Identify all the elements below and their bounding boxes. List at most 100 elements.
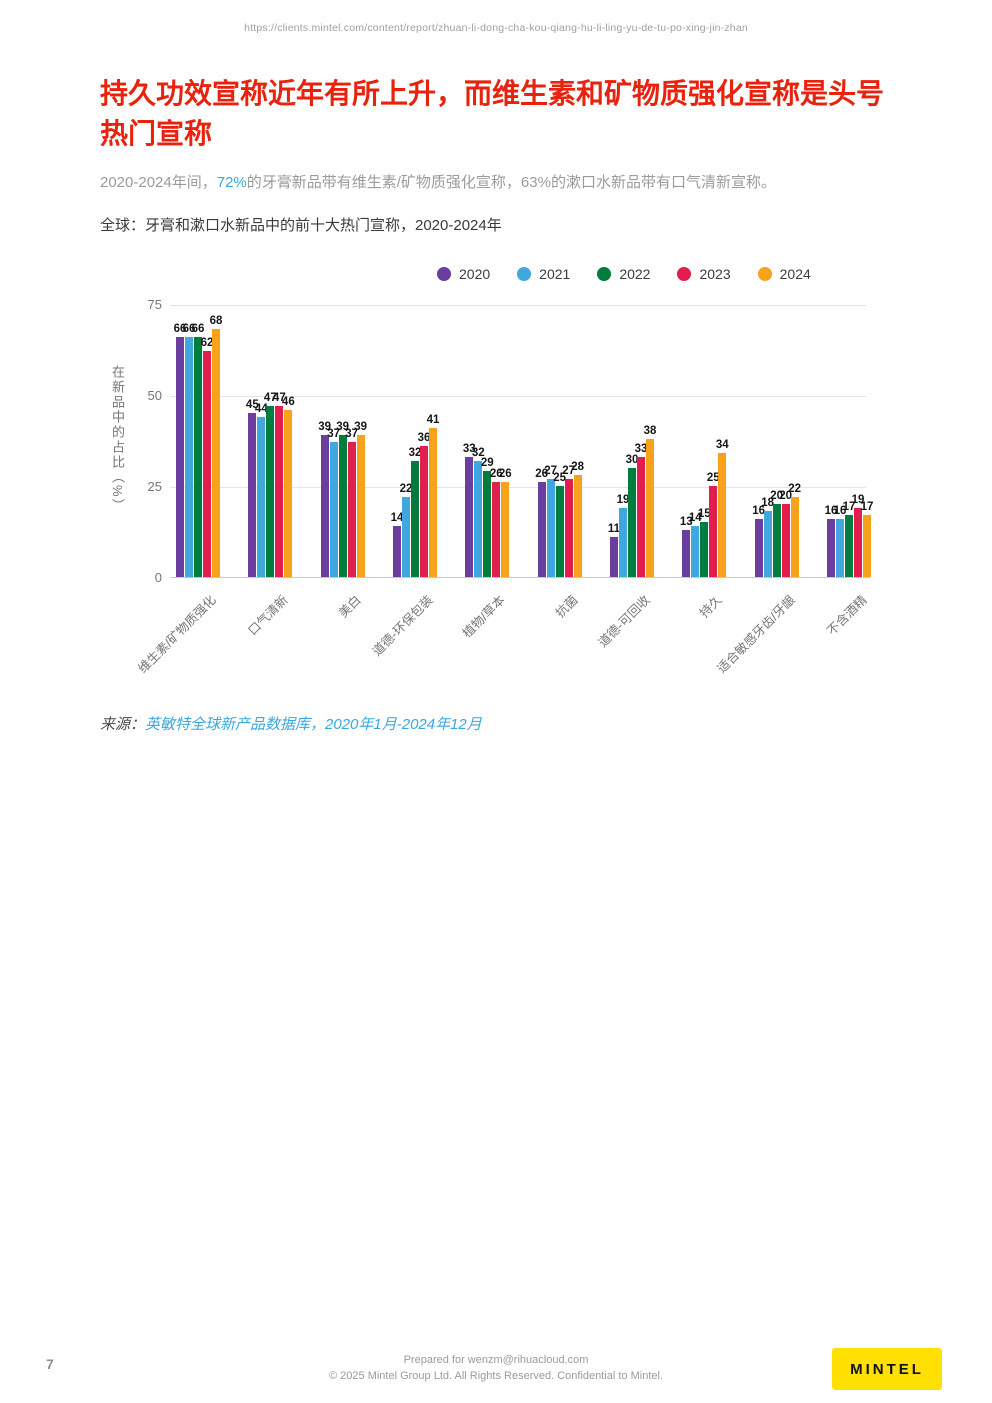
bar-2024-cat6 [645,438,654,577]
legend-item-2022[interactable]: 2022 [597,266,650,282]
bar-value-2024-cat2: 39 [354,421,368,434]
document-url: https://clients.mintel.com/content/repor… [244,22,748,34]
bar-2020-cat4 [465,456,474,577]
bar-value-2022-cat8: 20 [770,490,784,503]
bar-2021-cat3 [401,496,410,577]
bar-value-2023-cat3: 36 [417,431,431,444]
bar-value-2022-cat9: 17 [842,501,856,514]
bar-value-2020-cat6: 11 [607,522,621,535]
bar-2023-cat0 [203,351,211,577]
bar-2020-cat2 [320,435,329,577]
bar-value-2022-cat2: 39 [336,421,350,434]
y-tick-0: 0 [154,570,162,585]
plot-area: 0 25 50 75 在新品中的占比（%） 66 66 66 62 68 维生素/矿物质强化 45 44… [110,297,873,676]
bar-2023-cat6 [636,456,645,577]
bar-value-2020-cat9: 16 [824,504,838,517]
y-tick-75: 75 [147,297,162,312]
y-tick-25: 25 [147,479,162,494]
bar-2022-cat6 [627,467,636,577]
bar-2023-cat4 [492,482,501,577]
subtitle-highlight: 72% [216,174,247,191]
legend-swatch-2022 [597,267,612,281]
legend-item-2020[interactable]: 2020 [437,266,490,282]
bar-2022-cat4 [483,471,492,577]
bar-value-2020-cat8: 16 [752,504,766,517]
bar-value-2020-cat0: 66 [173,322,187,335]
gridline-25 [170,487,866,488]
bar-2021-cat0 [185,336,193,577]
legend-label-2023: 2023 [699,266,731,282]
bar-value-2021-cat8: 18 [761,497,775,510]
chart-title: 全球：牙膏和漱口水新品中的前十大热门宣称，2020-2024年 [100,217,502,234]
bar-2022-cat9 [844,515,853,577]
footer-prepared-for: Prepared for wenzm@rihuacloud.com [403,1354,589,1366]
bar-value-2023-cat4: 26 [489,468,503,481]
bar-value-2020-cat4: 33 [462,442,476,455]
bar-2021-cat2 [329,442,338,577]
bar-value-2024-cat7: 34 [715,439,729,452]
category-label-2: 美白 [335,592,364,621]
bar-2023-cat9 [853,507,862,577]
bar-2022-cat2 [338,435,347,577]
footer-copyright: © 2025 Mintel Group Ltd. All Rights Rese… [329,1370,663,1382]
bar-2023-cat8 [781,504,790,577]
bar-2020-cat9 [826,518,835,577]
bar-value-2021-cat3: 22 [399,482,413,495]
source-link[interactable]: 英敏特全球新产品数据库，2020年1月-2024年12月 [145,716,482,733]
category-label-4: 植物/草本 [460,592,509,641]
bar-2021-cat8 [763,511,772,577]
bar-2023-cat2 [347,442,356,577]
bar-value-2023-cat8: 20 [779,490,793,503]
category-label-9: 不含酒精 [824,592,870,639]
bar-value-2020-cat2: 39 [318,421,332,434]
bar-2022-cat1 [266,405,275,577]
legend-swatch-2024 [757,267,772,281]
bar-value-2021-cat6: 19 [616,493,630,506]
bar-value-2022-cat0: 66 [191,322,205,335]
gridline-50 [170,396,866,397]
bar-2023-cat5 [564,478,573,577]
bar-2024-cat5 [573,475,582,577]
bar-value-2021-cat5: 27 [544,464,558,477]
bar-value-2023-cat9: 19 [851,493,865,506]
bar-2023-cat3 [419,445,428,577]
bar-value-2023-cat7: 25 [706,472,720,484]
legend-swatch-2023 [677,267,692,281]
bar-2024-cat8 [790,496,799,577]
y-axis-label: 在新品中的占比（%） [110,365,125,514]
bar-value-2024-cat1: 46 [281,395,295,408]
legend-label-2021: 2021 [539,266,571,282]
legend-item-2024[interactable]: 2024 [757,266,811,282]
bar-2020-cat1 [248,413,257,577]
bar-value-2022-cat7: 15 [697,508,711,521]
legend-item-2021[interactable]: 2021 [517,266,570,282]
bar-2021-cat4 [474,460,483,577]
legend-item-2023[interactable]: 2023 [677,266,731,282]
page-number: 7 [46,1356,54,1372]
category-label-6: 道德-可回收 [595,592,653,650]
bar-value-2024-cat6: 38 [643,424,657,437]
category-label-5: 抗菌 [552,592,581,621]
bar-value-2022-cat5: 25 [553,472,567,484]
bar-value-2023-cat1: 47 [272,391,286,404]
bar-2023-cat7 [709,486,718,577]
bar-value-2023-cat6: 33 [634,442,648,455]
source-line: 来源：英敏特全球新产品数据库，2020年1月-2024年12月 [100,713,482,734]
bar-2024-cat4 [501,482,510,577]
category-label-1: 口气清新 [245,592,292,639]
bar-2022-cat3 [410,460,419,577]
source-label: 来源： [100,716,146,733]
legend-swatch-2020 [437,267,451,281]
bar-value-2024-cat8: 22 [788,482,802,495]
bar-2020-cat5 [537,482,546,577]
bar-value-2024-cat5: 28 [571,461,585,474]
bar-2024-cat3 [428,427,437,577]
bar-value-2020-cat5: 26 [535,468,549,481]
page-title: 持久功效宣称近年有所上升，而维生素和矿物质强化宣称是头号热门宣称 [100,78,885,149]
bar-2022-cat5 [555,486,564,577]
bar-value-2021-cat0: 66 [182,322,196,335]
bar-2022-cat0 [194,336,202,577]
bar-value-2022-cat3: 32 [408,446,422,459]
legend-label-2022: 2022 [619,266,651,282]
